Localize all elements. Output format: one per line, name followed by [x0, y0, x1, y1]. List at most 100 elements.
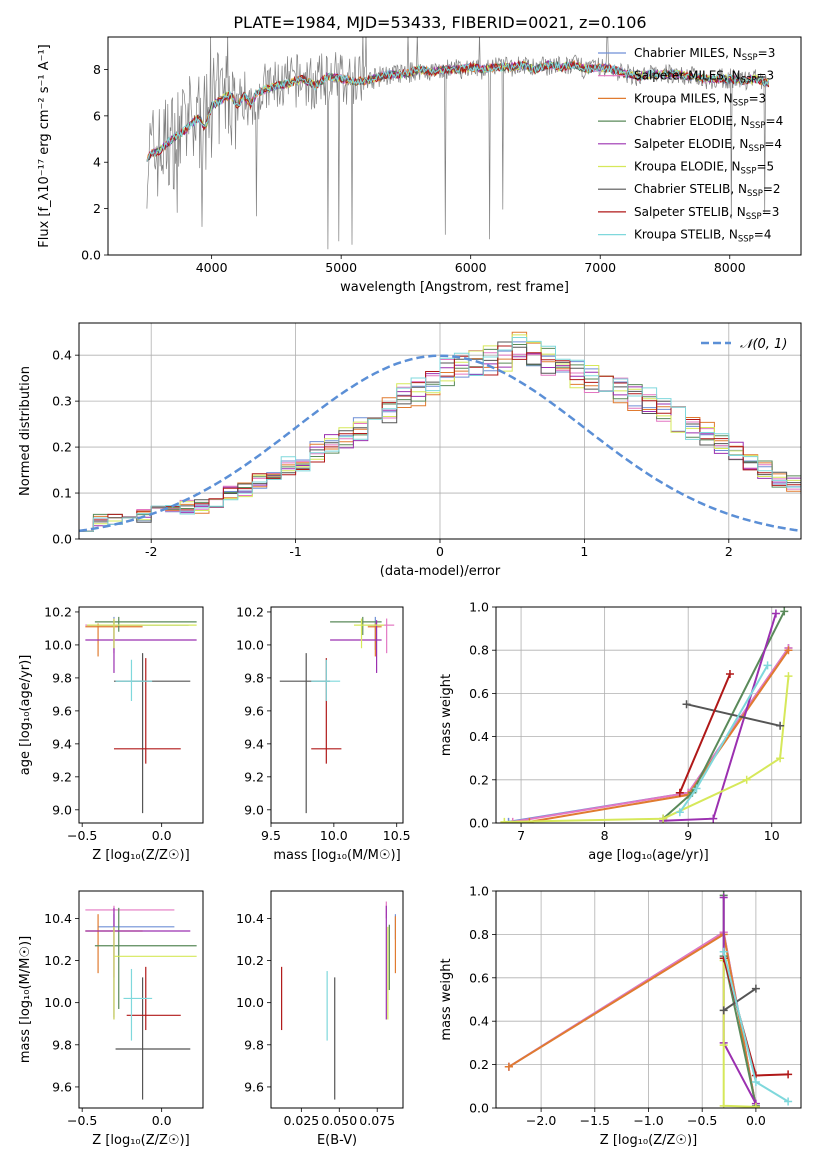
y-tick-label: 10.2 [236, 953, 264, 968]
y-axis-label: Flux [f_λ10⁻¹⁷ erg cm⁻² s⁻¹ A⁻¹] [37, 44, 52, 248]
plot-area [146, 37, 770, 250]
y-tick-label: 6 [93, 108, 101, 123]
weight-marker [692, 784, 701, 793]
axes-frame [270, 606, 404, 824]
x-tick-label: −2.0 [526, 1113, 556, 1128]
legend-subscript: SSP [748, 144, 764, 154]
weight-marker [719, 1101, 728, 1108]
weight-marker [763, 661, 772, 670]
weight-marker [751, 1102, 760, 1108]
y-tick-label: 0.0 [52, 532, 72, 547]
axes-frame [107, 36, 802, 256]
x-tick-label: 0.025 [283, 1113, 319, 1128]
legend-label-text: Kroupa STELIB, N [634, 228, 738, 242]
x-tick-label: 5000 [325, 260, 357, 275]
weight-marker [682, 700, 691, 709]
y-tick-label: 9.2 [244, 769, 264, 784]
y-tick-label: 9.4 [52, 736, 72, 751]
x-tick-label: 7 [517, 828, 525, 843]
x-tick-label: 10.5 [383, 828, 411, 843]
y-tick-label: 4 [93, 155, 101, 170]
histogram-step-kroupa-stelib [79, 337, 801, 532]
x-tick-label: 0.0 [152, 1113, 172, 1128]
legend-count: =3 [758, 46, 776, 60]
weight-marker [751, 984, 760, 993]
plot-area [281, 901, 397, 1100]
weight-marker [675, 808, 684, 817]
weight-marker [784, 646, 793, 655]
y-tick-label: 0.0 [469, 1101, 489, 1116]
weight-marker [776, 721, 785, 730]
legend-count: =3 [762, 205, 780, 219]
weight-marker [771, 609, 780, 618]
y-tick-label: 9.4 [244, 736, 264, 751]
y-tick-label: 9.8 [244, 1037, 264, 1052]
y-tick-label: 0.1 [52, 486, 72, 501]
plot-area [79, 331, 801, 533]
plot-area [279, 616, 395, 814]
model-spectrum-salpeter-stelib [146, 60, 770, 162]
legend-label-text: Chabrier MILES, N [634, 46, 742, 60]
x-tick-label: -1 [289, 544, 301, 559]
figure-title: PLATE=1984, MJD=53433, FIBERID=0021, z=0… [233, 13, 646, 32]
y-tick-label: 2 [93, 201, 101, 216]
legend-label-text: Salpeter MILES, N [634, 69, 741, 83]
x-tick-label: 0.050 [321, 1113, 357, 1128]
x-axis-label: E(B-V) [317, 1133, 357, 1148]
x-tick-label: 6000 [455, 260, 487, 275]
histogram-step-chabrier-stelib [79, 341, 801, 532]
y-tick-label: 1.0 [469, 884, 489, 899]
x-tick-label: 8000 [714, 260, 746, 275]
y-axis-label: age [log₁₀(age/yr)] [18, 655, 33, 776]
x-axis-label: Z [log₁₀(Z/Z☉)] [92, 1133, 189, 1148]
x-tick-label: 10 [764, 828, 780, 843]
legend-label: Salpeter ELODIE, NSSP=4 [634, 137, 782, 154]
legend-subscript: SSP [741, 167, 757, 177]
y-tick-label: 9.6 [244, 703, 264, 718]
y-tick-label: 0.8 [469, 643, 489, 658]
mass-weight-vs-age-panel: 7 8 9 10 0.0 0.2 0.4 0.6 0.8 1.0 age [log₁₀(age/yr… [439, 600, 802, 863]
plot-area [85, 905, 197, 1100]
age-vs-mass-panel: 9.5 10.0 10.5 9.0 9.2 9.4 9.6 9.8 10.0 10.2 mass [… [236, 604, 410, 863]
x-tick-label: 0 [436, 544, 444, 559]
weight-line [508, 930, 757, 1108]
legend-label: Chabrier STELIB, NSSP=2 [634, 182, 781, 199]
legend-label: Salpeter MILES, NSSP=3 [634, 69, 774, 86]
y-tick-label: 10.0 [236, 995, 264, 1010]
model-spectrum-kroupa-stelib [146, 60, 770, 162]
x-axis-label: (data-model)/error [380, 564, 501, 579]
y-tick-label: 10.0 [44, 637, 72, 652]
weight-marker [780, 607, 789, 616]
weight-marker [659, 814, 668, 823]
y-tick-label: 0.6 [469, 686, 489, 701]
x-tick-label: −1.5 [580, 1113, 610, 1128]
weight-marker [751, 1077, 760, 1086]
legend-subscript: SSP [733, 98, 749, 108]
legend-label: 𝒩(0, 1) [740, 337, 787, 352]
y-tick-label: 9.0 [52, 802, 72, 817]
legend-label: Chabrier ELODIE, NSSP=4 [634, 114, 783, 131]
plot-area [504, 891, 793, 1108]
x-tick-label: 9.5 [261, 828, 281, 843]
weight-marker [504, 1062, 513, 1071]
y-tick-label: 1.0 [469, 600, 489, 615]
legend-count: =2 [763, 182, 781, 196]
y-axis-label: mass weight [439, 674, 454, 756]
legend-subscript: SSP [750, 121, 766, 131]
x-tick-label: 2 [725, 544, 733, 559]
plot-area [85, 616, 197, 814]
histogram-step-kroupa-elodie [79, 334, 801, 532]
y-tick-label: 10.2 [44, 604, 72, 619]
y-tick-label: 0.2 [52, 440, 72, 455]
spectrum-panel: 4000 5000 6000 7000 8000 0.0 2 4 6 8 wavelength [A… [37, 36, 802, 295]
legend-label-text: Kroupa ELODIE, N [634, 160, 741, 174]
y-tick-label: 0.2 [469, 1057, 489, 1072]
legend-count: =5 [756, 160, 774, 174]
histogram-step-salpeter-stelib [79, 345, 801, 532]
x-tick-label: 8 [601, 828, 609, 843]
y-tick-label: 0.0 [81, 248, 101, 263]
legend-label: Salpeter STELIB, NSSP=3 [634, 205, 779, 222]
weight-marker [776, 754, 785, 763]
x-tick-label: 7000 [584, 260, 616, 275]
histogram-step-chabrier-miles [79, 341, 801, 532]
